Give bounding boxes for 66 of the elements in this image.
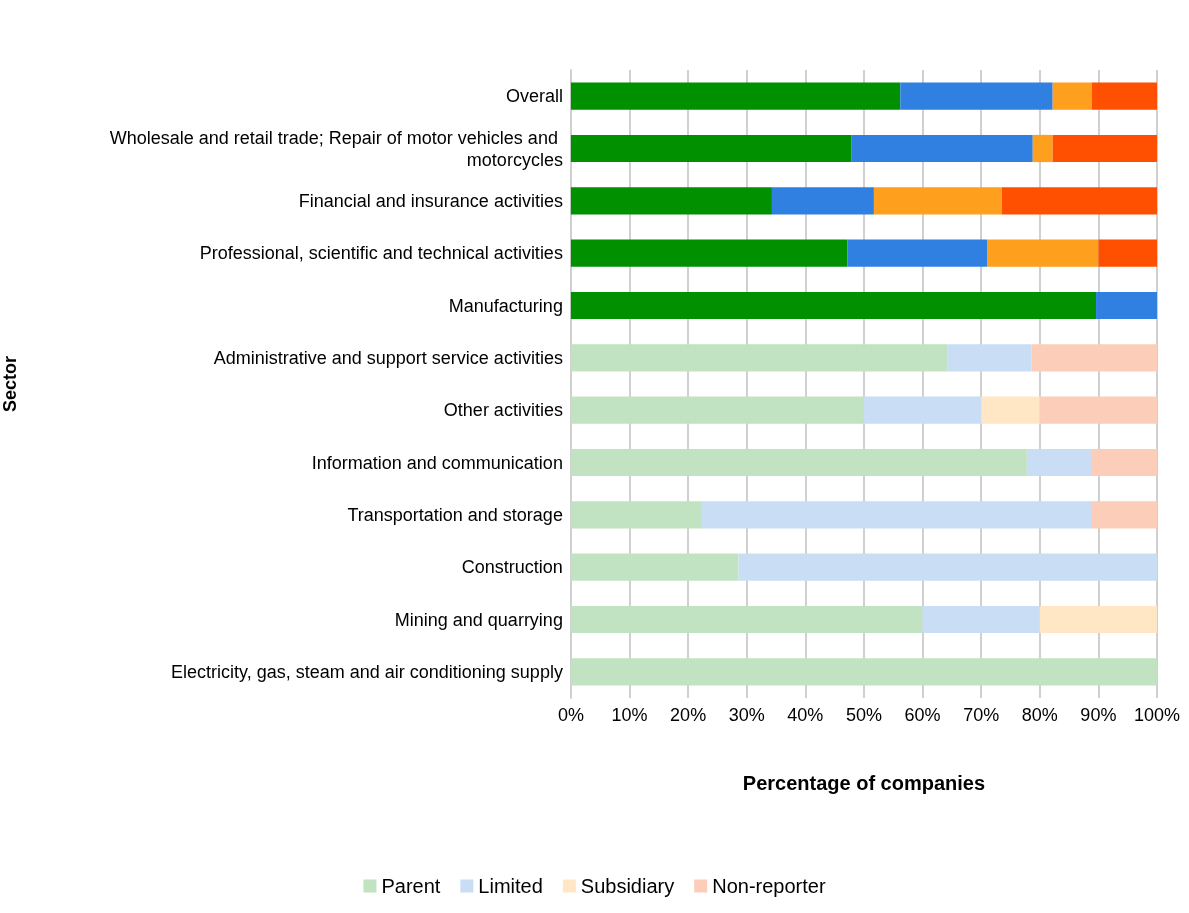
bar [570, 553, 739, 581]
legend-label: Limited [478, 875, 543, 897]
bar [873, 187, 1002, 215]
bar [1091, 82, 1157, 110]
legend-label: Parent [381, 875, 441, 897]
bar [1091, 448, 1157, 477]
bar [1001, 187, 1157, 215]
bar [1032, 134, 1053, 163]
bar [851, 134, 1033, 163]
x-tick-label: 40% [787, 705, 824, 725]
x-tick-label: 10% [611, 705, 648, 725]
bar [1096, 291, 1157, 320]
bar [570, 501, 702, 529]
y-tick-label: Construction [461, 557, 563, 578]
bar [570, 658, 1157, 686]
bar [947, 344, 1032, 372]
bar [570, 82, 901, 110]
bar [570, 239, 848, 267]
bar [847, 239, 988, 267]
y-tick-label: Transportation and storage [347, 504, 563, 525]
bar [922, 605, 1040, 634]
bar [1052, 134, 1157, 163]
bar [570, 187, 772, 215]
bar [1039, 605, 1157, 634]
legend-label: Subsidiary [580, 875, 675, 897]
x-tick-label: 90% [1080, 705, 1117, 725]
bar [701, 501, 1092, 529]
bar [1026, 448, 1092, 477]
bar [570, 396, 864, 424]
x-tick-label: 30% [728, 705, 765, 725]
bar [570, 605, 923, 634]
bar [771, 187, 874, 215]
bar [1091, 501, 1157, 529]
x-tick-label: 60% [904, 705, 941, 725]
bar [1098, 239, 1157, 267]
x-tick-label: 50% [845, 705, 882, 725]
y-tick-label: Professional, scientific and technical activities [199, 243, 563, 264]
x-tick-label: 70% [963, 705, 1000, 725]
x-tick-label: 20% [670, 705, 707, 725]
bar [863, 396, 982, 424]
bar [738, 553, 1157, 581]
legend-label: Non-reporter [712, 875, 826, 897]
x-tick-label: 80% [1021, 705, 1058, 725]
y-tick-label: Electricity, gas, steam and air conditioning supply [171, 661, 563, 682]
x-axis-title: Percentage of companies [742, 772, 986, 794]
x-tick-label: 0% [557, 705, 584, 725]
y-tick-label: Wholesale and retail trade; Repair of motor vehicles and motorcycles [109, 127, 563, 170]
bar [570, 291, 1097, 320]
y-tick-label: Financial and insurance activities [298, 190, 563, 211]
y-tick-label: Manufacturing [448, 295, 563, 316]
bar [570, 448, 1027, 477]
bar [570, 344, 948, 372]
y-tick-label: Overall [505, 86, 563, 107]
bar [981, 396, 1040, 424]
bar [900, 82, 1053, 110]
y-tick-label: Other activities [443, 400, 563, 421]
bar [570, 134, 852, 163]
x-tick-label: 100% [1133, 705, 1181, 725]
bar [1031, 344, 1157, 372]
bar [1052, 82, 1092, 110]
y-tick-label: Administrative and support service activities [213, 347, 563, 368]
y-tick-label: Mining and quarrying [394, 609, 563, 630]
bar [1039, 396, 1157, 424]
y-axis-title: Sector [0, 355, 20, 413]
y-tick-label: Information and communication [311, 452, 563, 473]
bar [987, 239, 1099, 267]
